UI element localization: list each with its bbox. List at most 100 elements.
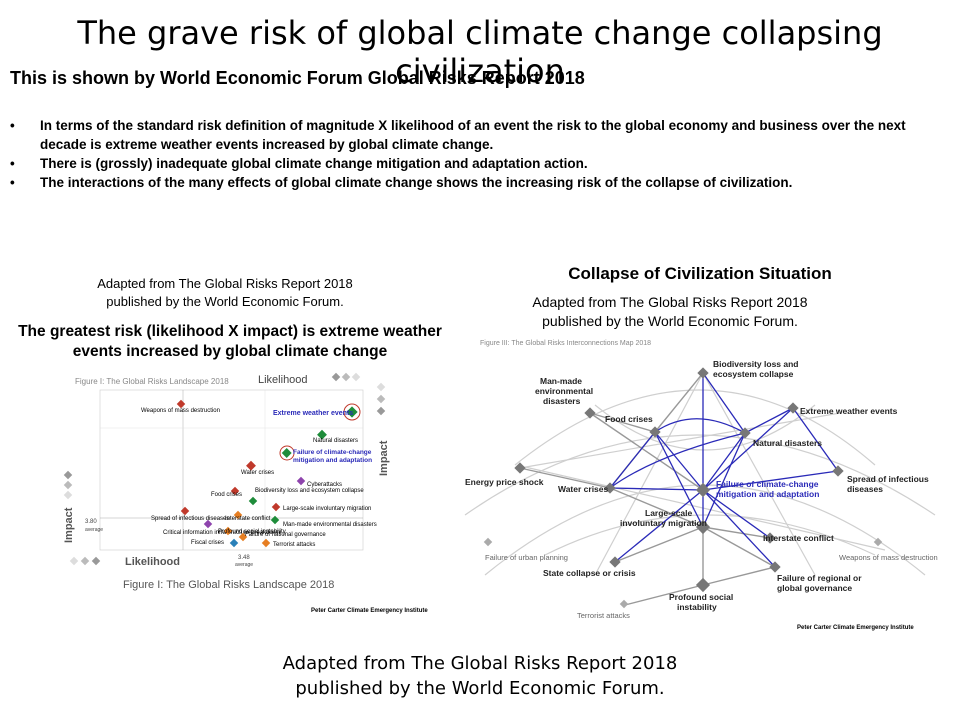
point-man-made xyxy=(270,515,280,525)
label-interstate: Interstate conflict xyxy=(763,533,834,543)
point-label: Cyberattacks xyxy=(307,482,342,488)
avg-impact-value: 3.80 xyxy=(85,519,97,525)
avg-likelihood-word: average xyxy=(235,562,253,568)
point-biodiversity xyxy=(248,496,258,506)
label-state: State collapse or crisis xyxy=(543,568,636,578)
point-label: Interstate conflict xyxy=(225,516,271,522)
point-cyberattacks xyxy=(296,476,306,486)
label-natural: Natural disasters xyxy=(753,438,822,448)
risk-landscape-figure: Figure I: The Global Risks Landscape 201… xyxy=(63,372,428,614)
point-label: Man-made environmental disasters xyxy=(283,522,377,528)
point-label: Weapons of mass destruction xyxy=(141,408,220,414)
point-label: Water crises xyxy=(241,470,274,476)
node-social xyxy=(695,577,711,593)
label-water: Water crises xyxy=(558,484,609,494)
point-terrorist xyxy=(261,538,271,548)
node-spread xyxy=(832,465,844,477)
point-food-crises xyxy=(230,486,240,496)
nodes xyxy=(483,367,883,609)
point-label: Biodiversity loss and ecosystem collapse xyxy=(255,488,364,494)
label-biodiversity: Biodiversity loss and xyxy=(713,359,799,369)
bottom-caption-line: published by the World Economic Forum. xyxy=(295,678,665,699)
highlight-circle xyxy=(279,445,295,461)
point-water-crises xyxy=(246,460,256,471)
label-failure-cc: Failure of climate-change xyxy=(716,479,819,489)
left-caption-line: Adapted from The Global Risks Report 201… xyxy=(97,276,353,291)
highlight-extreme-weather: Extreme weather events xyxy=(273,410,353,417)
blue-links xyxy=(609,372,839,568)
figure-label: Figure III: The Global Risks Interconnec… xyxy=(480,340,651,347)
label-wmd: Weapons of mass destruction xyxy=(839,553,938,562)
bottom-caption: Adapted from The Global Risks Report 201… xyxy=(0,651,960,701)
highlight-failure-line: Failure of climate-change xyxy=(293,449,372,456)
label-man-made: environmental xyxy=(535,386,593,396)
point-weapons xyxy=(176,399,186,409)
point-label: Spread of infectious diseases xyxy=(151,516,229,522)
likelihood-label-top: Likelihood xyxy=(258,374,308,386)
likelihood-diamonds-bottom-icon xyxy=(69,556,101,566)
impact-label-left: Impact xyxy=(63,507,75,543)
point-label: Failure of national governance xyxy=(245,532,326,538)
node-failure-cc xyxy=(695,482,711,498)
bullet-list: In terms of the standard risk definition… xyxy=(10,116,950,192)
point-label: Natural disasters xyxy=(313,438,358,444)
node-interstate xyxy=(764,532,776,544)
node-water xyxy=(604,482,616,494)
label-man-made: disasters xyxy=(543,396,581,406)
left-credit: Peter Carter Climate Emergency Institute xyxy=(311,608,428,614)
point-migration xyxy=(271,502,281,512)
avg-likelihood-value: 3.48 xyxy=(238,555,250,561)
highlight-failure-line: mitigation and adaptation xyxy=(293,457,372,464)
highlight-circle xyxy=(343,403,361,421)
point-label: Food crises xyxy=(211,492,242,498)
avg-impact-word: average xyxy=(85,527,103,533)
node-man-made xyxy=(584,407,596,419)
interconnections-map: Figure III: The Global Risks Interconnec… xyxy=(464,340,938,631)
label-migration: Large-scale xyxy=(645,508,693,518)
node-urban xyxy=(483,537,493,547)
label-energy: Energy price shock xyxy=(465,477,544,487)
label-failure-cc: mitigation and adaptation xyxy=(716,489,819,499)
label-migration: involuntary migration xyxy=(620,518,707,528)
label-social: Profound social xyxy=(669,592,733,602)
label-governance: global governance xyxy=(777,583,852,593)
impact-diamonds-icon xyxy=(63,470,73,500)
bullet-item: In terms of the standard risk definition… xyxy=(10,116,950,154)
right-heading: Collapse of Civilization Situation xyxy=(568,264,832,283)
impact-label-right: Impact xyxy=(378,440,390,476)
point-label: Profound social instability xyxy=(218,529,286,535)
plot-area xyxy=(99,389,364,551)
impact-diamonds-right-icon xyxy=(376,382,386,416)
left-caption-line: published by the World Economic Forum. xyxy=(106,294,344,309)
label-governance: Failure of regional or xyxy=(777,573,862,583)
right-caption-line: published by the World Economic Forum. xyxy=(542,313,798,329)
right-credit: Peter Carter Climate Emergency Institute xyxy=(797,625,914,631)
left-heading-line: events increased by global climate chang… xyxy=(72,343,388,360)
likelihood-label-bottom: Likelihood xyxy=(125,556,180,568)
label-spread: diseases xyxy=(847,484,883,494)
point-label: Critical information infrastructure brea… xyxy=(163,530,280,536)
node-terrorist xyxy=(619,599,629,609)
point-label: Large-scale involuntary migration xyxy=(283,506,371,512)
bullet-item: There is (grossly) inadequate global cli… xyxy=(10,154,950,173)
left-heading-line: The greatest risk (likelihood X impact) … xyxy=(18,323,442,340)
label-food: Food crises xyxy=(605,414,653,424)
label-man-made: Man-made xyxy=(540,376,582,386)
node-migration xyxy=(695,519,711,535)
slide-subtitle: This is shown by World Economic Forum Gl… xyxy=(10,68,585,88)
node-governance xyxy=(769,561,781,573)
left-caption: Adapted from The Global Risks Report 201… xyxy=(60,275,390,311)
figure-label-bottom: Figure I: The Global Risks Landscape 201… xyxy=(123,579,334,591)
bottom-caption-line: Adapted from The Global Risks Report 201… xyxy=(282,653,678,674)
bullet-item: The interactions of the many effects of … xyxy=(10,173,950,192)
likelihood-diamonds-icon xyxy=(331,372,361,382)
right-caption: Adapted from The Global Risks Report 201… xyxy=(470,293,870,331)
label-biodiversity: ecosystem collapse xyxy=(713,369,794,379)
label-urban: Failure of urban planning xyxy=(485,553,568,562)
label-extreme: Extreme weather events xyxy=(800,406,898,416)
right-caption-line: Adapted from The Global Risks Report 201… xyxy=(532,294,808,310)
label-terrorist: Terrorist attacks xyxy=(577,611,630,620)
point-label: Terrorist attacks xyxy=(273,542,315,548)
point-label: Fiscal crises xyxy=(191,540,224,546)
left-heading: The greatest risk (likelihood X impact) … xyxy=(10,322,450,362)
